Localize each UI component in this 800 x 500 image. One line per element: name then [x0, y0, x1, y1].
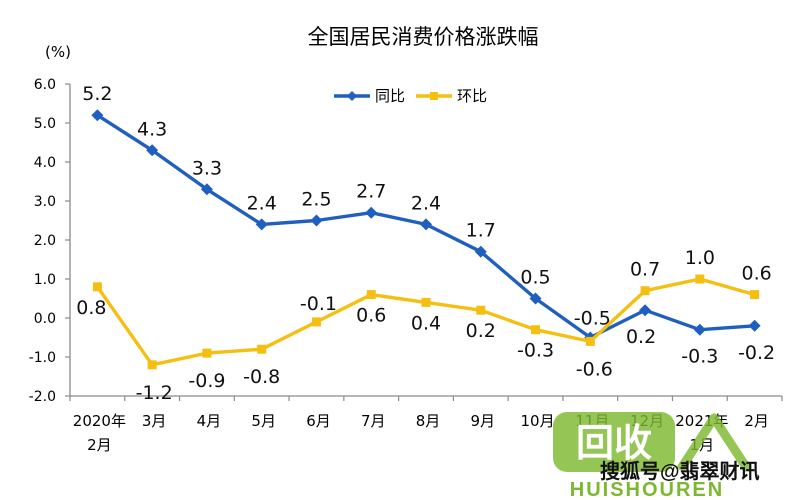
data-point [310, 214, 323, 227]
legend-marker [430, 92, 438, 100]
data-label: 2.7 [356, 181, 386, 203]
data-label: -1.2 [136, 382, 173, 404]
data-label: -0.5 [574, 308, 611, 330]
x-tick-label: 3月 [142, 412, 167, 430]
data-point [474, 245, 487, 258]
legend: 同比 环比 [334, 87, 487, 105]
data-point [311, 317, 321, 327]
x-tick-label: 6月 [306, 412, 331, 430]
y-tick-label: 1.0 [34, 272, 56, 288]
watermark-source: 搜狐号@翡翠财讯 [600, 459, 760, 483]
y-tick-labels: 6.0 5.0 4.0 3.0 2.0 1.0 0.0 -1.0 -2.0 [29, 77, 56, 405]
data-point [585, 336, 595, 346]
x-tick-label: 2月 [744, 412, 769, 430]
data-label: -0.8 [243, 366, 280, 388]
data-point [750, 290, 760, 300]
data-point [420, 218, 432, 231]
chart-title: 全国居民消费价格涨跌幅 [308, 25, 539, 49]
y-tick-label: 0.0 [34, 311, 56, 327]
data-label: -0.2 [738, 342, 775, 364]
data-label: -0.1 [300, 293, 337, 315]
legend-marker [347, 91, 357, 101]
data-label: 3.3 [192, 157, 222, 179]
data-point [255, 218, 268, 231]
data-label: 1.0 [685, 247, 715, 269]
data-label: 1.7 [466, 220, 496, 242]
x-tick-label: 7月 [361, 412, 386, 430]
data-label: -0.6 [576, 358, 613, 380]
recycle-arrow-icon [676, 413, 752, 473]
data-label: -0.9 [188, 370, 225, 392]
data-label: 4.3 [137, 118, 167, 140]
x-tick-label: 10月 [520, 412, 554, 430]
y-tick-label: 3.0 [34, 194, 56, 210]
data-point [421, 297, 431, 307]
y-tick-label: 4.0 [34, 155, 56, 171]
x-tick-label: 5月 [251, 412, 276, 430]
data-label: 2.4 [411, 192, 441, 214]
x-tick-label: 4月 [197, 412, 222, 430]
x-tick-label: 9月 [470, 412, 495, 430]
data-point [366, 290, 376, 300]
data-point [693, 323, 706, 336]
y-tick-label: -1.0 [29, 350, 56, 366]
data-point [147, 360, 157, 370]
x-tick-label: 2月 [87, 436, 112, 454]
watermark-brand: 回收 [576, 423, 652, 465]
data-point [146, 144, 159, 157]
y-tick-label: 5.0 [34, 116, 56, 132]
data-point [748, 319, 761, 332]
y-tick-label: -2.0 [29, 389, 56, 405]
data-label: 0.6 [742, 263, 772, 285]
watermark-site: HUISHOUREN [570, 479, 724, 500]
x-tick-label: 2020年 [73, 412, 126, 430]
legend-label: 环比 [457, 87, 487, 105]
data-label: 0.2 [466, 320, 496, 342]
data-label: -0.3 [517, 340, 554, 362]
data-point [202, 348, 212, 358]
data-point [640, 286, 650, 296]
series-layer: 5.2 4.3 3.3 2.4 2.5 2.7 2.4 1.7 0.5 -0.5 0.2 -0.3 -0… [76, 83, 775, 404]
data-point [92, 282, 102, 292]
legend-label: 同比 [375, 87, 405, 105]
axes [65, 83, 783, 401]
y-tick-label: 2.0 [34, 233, 56, 249]
data-point [91, 109, 104, 122]
data-label: -0.3 [681, 346, 718, 368]
watermark-badge [553, 412, 675, 472]
y-tick-label: 6.0 [34, 77, 56, 93]
data-label: 0.2 [626, 326, 656, 348]
data-label: 0.7 [630, 259, 660, 281]
data-label: 0.6 [356, 305, 386, 327]
data-label: 0.5 [520, 267, 550, 289]
data-point [257, 344, 267, 354]
data-point [529, 292, 542, 305]
data-point [695, 274, 705, 284]
data-point [639, 304, 652, 317]
data-label: 0.8 [76, 297, 106, 319]
data-point [365, 206, 378, 219]
x-tick-label: 8月 [416, 412, 441, 430]
data-label: 5.2 [82, 83, 112, 105]
data-point [200, 183, 213, 196]
data-label: 2.4 [247, 192, 277, 214]
y-axis-unit: (%) [45, 43, 71, 61]
data-point [531, 325, 541, 335]
data-point [476, 305, 486, 315]
data-label: 2.5 [301, 189, 331, 211]
data-label: 0.4 [411, 312, 441, 334]
